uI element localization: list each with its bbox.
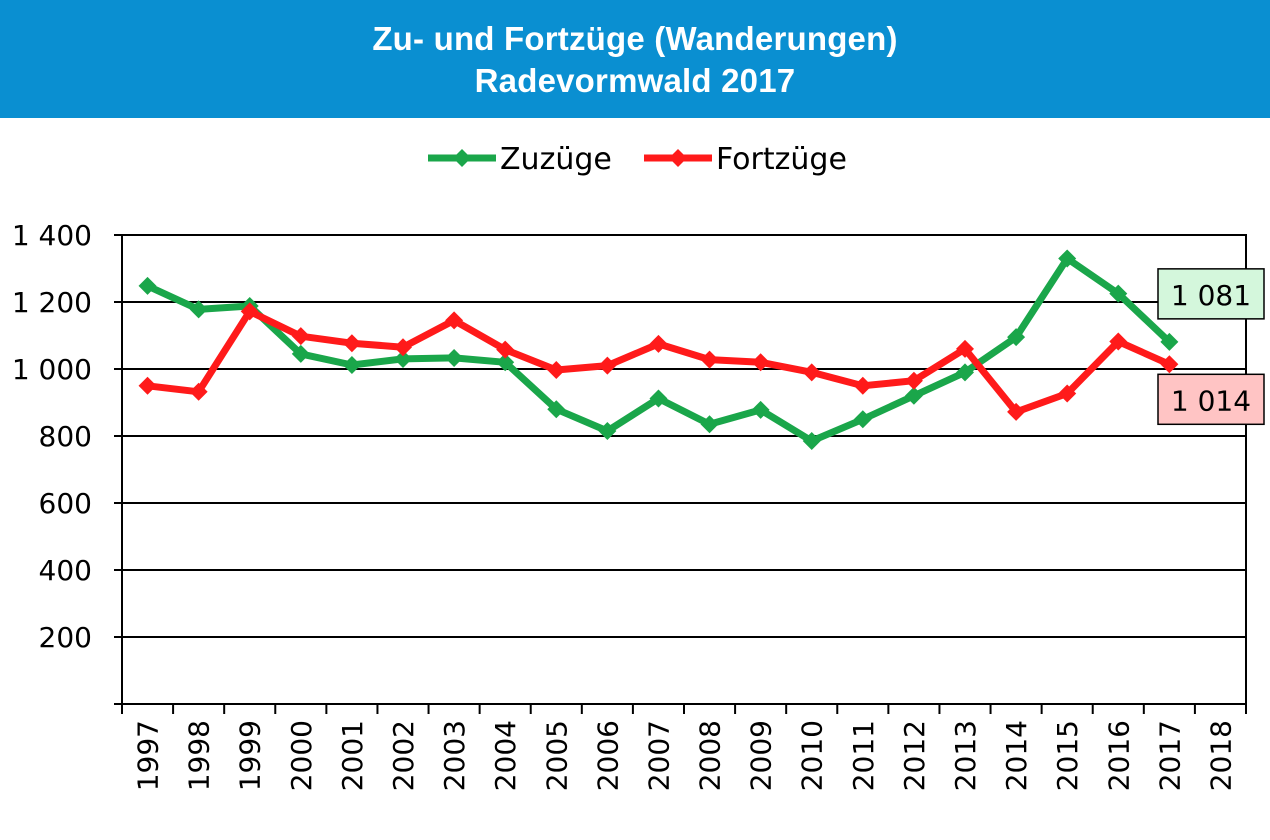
data-point (1058, 249, 1077, 268)
data-point (1160, 355, 1179, 374)
data-point (342, 334, 361, 353)
y-tick-label: 800 (39, 420, 92, 453)
x-tick-label: 2008 (694, 720, 727, 791)
data-point (751, 353, 770, 372)
x-tick-label: 2014 (1000, 720, 1033, 791)
data-point (547, 400, 566, 419)
data-point (956, 363, 974, 382)
data-point (598, 421, 617, 440)
x-tick-label: 2016 (1102, 720, 1135, 791)
y-tick-label: 600 (39, 487, 92, 520)
data-point (1109, 284, 1128, 303)
data-point (649, 389, 668, 408)
data-point (853, 376, 872, 395)
x-tick-label: 2017 (1153, 720, 1186, 791)
legend-marker (453, 149, 471, 167)
data-point (189, 382, 208, 401)
data-point (240, 302, 259, 321)
data-point (751, 400, 770, 419)
data-point (904, 371, 923, 390)
x-tick-label: 2018 (1204, 720, 1237, 791)
data-label: 1 014 (1171, 384, 1251, 417)
data-point (547, 361, 566, 380)
data-point (445, 311, 464, 330)
y-tick-label: 200 (39, 621, 92, 654)
data-point (496, 340, 515, 359)
legend-label: Zuzüge (500, 142, 612, 177)
data-point (1007, 328, 1026, 347)
data-point (956, 339, 974, 358)
x-tick-label: 2009 (745, 720, 778, 791)
data-point (853, 410, 872, 429)
x-tick-label: 2012 (898, 720, 931, 791)
x-tick-label: 2011 (847, 720, 880, 791)
data-point (1007, 402, 1026, 421)
data-point (291, 344, 310, 363)
x-tick-label: 1997 (132, 720, 165, 791)
x-tick-label: 2003 (438, 720, 471, 791)
x-tick-label: 2015 (1051, 720, 1084, 791)
data-point (1058, 384, 1077, 403)
title-banner: Zu- und Fortzüge (Wanderungen) Radevormw… (0, 0, 1270, 118)
x-tick-label: 2005 (540, 720, 573, 791)
data-point (394, 338, 412, 357)
x-tick-label: 2007 (642, 720, 675, 791)
data-point (700, 415, 719, 434)
x-tick-label: 2010 (796, 720, 829, 791)
data-point (1109, 332, 1128, 351)
x-tick-label: 2000 (285, 720, 318, 791)
value-label-box (1157, 373, 1265, 426)
data-point (394, 349, 412, 368)
data-point (138, 376, 157, 395)
plot-area (121, 234, 1247, 705)
chart-title-line1: Zu- und Fortzüge (Wanderungen) (372, 20, 898, 57)
x-tick-label: 2013 (949, 720, 982, 791)
value-label-box (1157, 268, 1265, 320)
x-tick-label: 1998 (183, 720, 216, 791)
data-point (649, 334, 668, 353)
y-tick-label: 400 (39, 554, 92, 587)
y-tick-label: 1 200 (12, 286, 92, 319)
data-point (598, 356, 617, 375)
y-tick-label: 1 400 (12, 219, 92, 252)
data-point (1160, 332, 1179, 351)
x-tick-label: 2002 (387, 720, 420, 791)
x-tick-label: 2004 (489, 720, 522, 791)
y-tick-label: 1 000 (12, 353, 92, 386)
data-point (291, 327, 310, 346)
legend-marker (669, 149, 687, 167)
data-point (342, 355, 361, 374)
data-point (496, 353, 515, 372)
data-point (445, 348, 464, 367)
data-point (802, 363, 821, 382)
legend-label: Fortzüge (716, 142, 847, 177)
data-point (189, 300, 208, 319)
chart-title-line2: Radevormwald 2017 (474, 62, 796, 99)
x-tick-label: 2001 (336, 720, 369, 791)
data-point (904, 386, 923, 405)
data-point (700, 350, 719, 369)
data-label: 1 081 (1171, 279, 1251, 312)
data-point (802, 432, 821, 451)
x-tick-label: 1999 (234, 720, 267, 791)
x-tick-label: 2006 (591, 720, 624, 791)
data-point (138, 276, 157, 295)
